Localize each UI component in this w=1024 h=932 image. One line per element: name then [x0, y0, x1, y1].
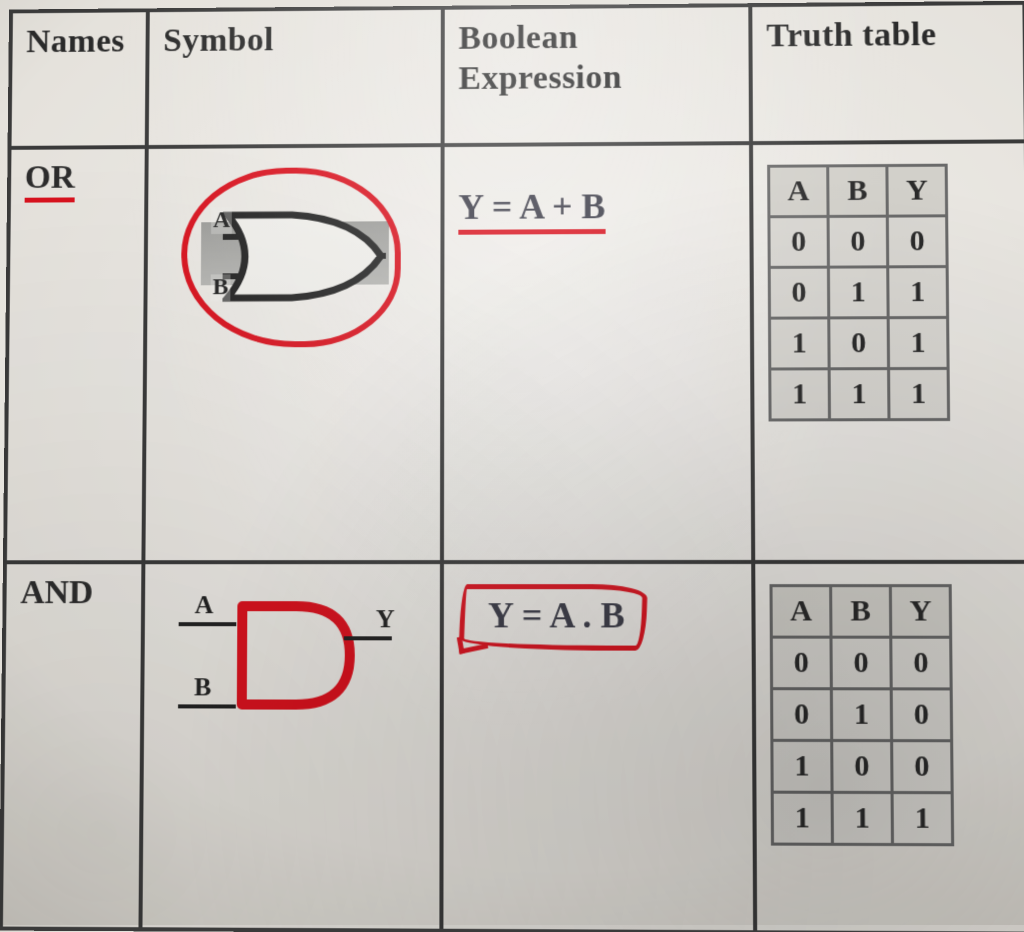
or-tt-col-y: Y — [887, 165, 947, 216]
and-gate-symbol: A B Y — [158, 584, 418, 745]
and-name-cell: AND — [1, 562, 143, 929]
and-symbol-cell: A B Y — [140, 562, 442, 931]
or-expression-cell: Y = A + B — [442, 143, 753, 562]
cell: 0 — [831, 637, 891, 689]
table-row: 1 1 1 — [770, 368, 949, 420]
table-row: 1 0 0 — [772, 740, 952, 792]
cell: 1 — [889, 368, 949, 419]
header-boolean-line1: Boolean — [459, 19, 579, 56]
and-input-b-label: B — [194, 672, 211, 702]
cell: 1 — [772, 740, 832, 792]
cell: 0 — [828, 216, 888, 267]
and-expression-box: Y = A . B — [488, 594, 625, 636]
or-truth-table: A B Y 0 0 0 0 1 1 1 — [767, 164, 950, 422]
or-name-cell: OR — [5, 147, 147, 562]
cell: 1 — [892, 793, 953, 845]
logic-gates-table: Names Symbol Boolean Expression Truth ta… — [0, 1, 1024, 932]
and-lead-b — [178, 704, 236, 708]
cell: 1 — [772, 792, 832, 844]
and-output-y-label: Y — [376, 604, 395, 634]
and-truth-cell: A B Y 0 0 0 0 1 0 1 — [753, 562, 1024, 932]
and-expression: Y = A . B — [488, 594, 625, 636]
or-name: OR — [25, 159, 75, 202]
and-lead-a — [179, 622, 237, 626]
and-truth-table: A B Y 0 0 0 0 1 0 1 — [769, 584, 954, 846]
table-row: 0 0 0 — [771, 637, 951, 689]
or-symbol-cell: A B — [143, 145, 442, 562]
and-gate-icon — [236, 600, 356, 711]
table-row: 1 0 1 — [769, 317, 948, 369]
red-circle-annotation — [181, 167, 401, 348]
header-boolean-expression: Boolean Expression — [443, 5, 751, 145]
and-input-a-label: A — [195, 590, 214, 620]
cell: 0 — [769, 216, 828, 267]
cell: 0 — [892, 741, 953, 793]
cell: 0 — [829, 318, 889, 369]
or-tt-col-a: A — [769, 166, 828, 217]
cell: 0 — [891, 637, 951, 689]
header-truth-table: Truth table — [750, 3, 1024, 143]
cell: 0 — [891, 689, 951, 741]
or-expression: Y = A + B — [458, 186, 605, 235]
table-row: 0 1 0 — [772, 689, 952, 741]
and-expression-cell: Y = A . B — [441, 562, 755, 932]
cell: 1 — [828, 267, 888, 318]
cell: 0 — [772, 689, 832, 741]
and-lead-y — [344, 636, 392, 640]
cell: 1 — [888, 317, 948, 368]
cell: 0 — [769, 267, 829, 318]
table-row: 1 1 1 — [772, 792, 952, 845]
or-tt-col-b: B — [828, 166, 888, 217]
header-boolean-line2: Expression — [459, 59, 623, 97]
cell: 0 — [887, 216, 947, 267]
header-names: Names — [10, 10, 148, 148]
or-truth-cell: A B Y 0 0 0 0 1 1 1 — [751, 141, 1024, 562]
and-tt-col-a: A — [771, 586, 831, 637]
table-row: 0 1 1 — [769, 267, 947, 319]
and-tt-col-y: Y — [890, 586, 950, 638]
header-symbol: Symbol — [147, 8, 443, 147]
cell: 0 — [832, 740, 892, 792]
or-gate-symbol: A B — [161, 167, 419, 366]
cell: 1 — [832, 792, 892, 844]
table-row: 0 0 0 — [769, 216, 947, 268]
and-tt-col-b: B — [831, 586, 891, 638]
cell: 1 — [829, 369, 889, 420]
and-name: AND — [20, 574, 93, 611]
cell: 1 — [831, 689, 891, 741]
cell: 1 — [769, 318, 829, 369]
cell: 1 — [888, 267, 948, 318]
cell: 1 — [770, 369, 830, 420]
cell: 0 — [771, 637, 831, 689]
